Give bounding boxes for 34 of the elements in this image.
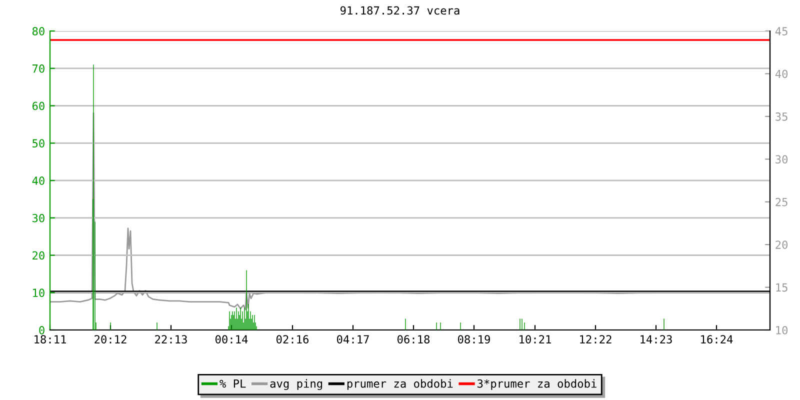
y2-tick-label: 30 <box>776 155 788 164</box>
y2-tick-label: 20 <box>776 240 788 249</box>
y-tick-label: 70 <box>32 64 44 73</box>
y-tick-label: 50 <box>32 139 44 148</box>
y-tick-label: 0 <box>39 326 44 334</box>
x-tick-label: 02:16 <box>276 335 309 344</box>
y-tick-label: 60 <box>32 102 44 110</box>
y2-tick-label: 40 <box>775 70 788 78</box>
y-tick-label: 20 <box>32 251 44 260</box>
y-tick-label: 10 <box>33 288 44 298</box>
y-tick-label: 40 <box>32 176 44 185</box>
y-tick-label: 30 <box>32 214 44 222</box>
x-tick-label: 10:21 <box>520 335 551 344</box>
legend-label: avg ping <box>270 379 322 390</box>
y2-tick-label: 10 <box>776 326 788 334</box>
legend-label: % PL <box>220 380 246 388</box>
x-tick-label: 18:11 <box>34 335 66 344</box>
legend-label: 3*prumer za obdobi <box>478 379 596 390</box>
y2-tick-label: 45 <box>775 27 788 36</box>
y2-tick-label: 25 <box>776 198 788 206</box>
x-tick-label: 06:18 <box>398 335 430 344</box>
chart-title: 91.187.52.37 vcera <box>340 6 460 15</box>
x-tick-label: 20:12 <box>94 335 126 344</box>
y2-tick-label: 15 <box>776 283 788 292</box>
y2-tick-label: 35 <box>776 112 788 121</box>
y-tick-label: 80 <box>32 27 44 36</box>
x-tick-label: 14:23 <box>640 335 672 344</box>
x-tick-label: 22:13 <box>155 335 187 344</box>
x-tick-label: 16:24 <box>701 335 733 344</box>
legend-label: prumer za obdobi <box>347 379 453 390</box>
x-tick-label: 00:14 <box>216 335 248 344</box>
x-tick-label: 04:17 <box>337 335 369 344</box>
x-tick-label: 08:19 <box>458 335 490 344</box>
x-tick-label: 12:22 <box>580 335 612 344</box>
